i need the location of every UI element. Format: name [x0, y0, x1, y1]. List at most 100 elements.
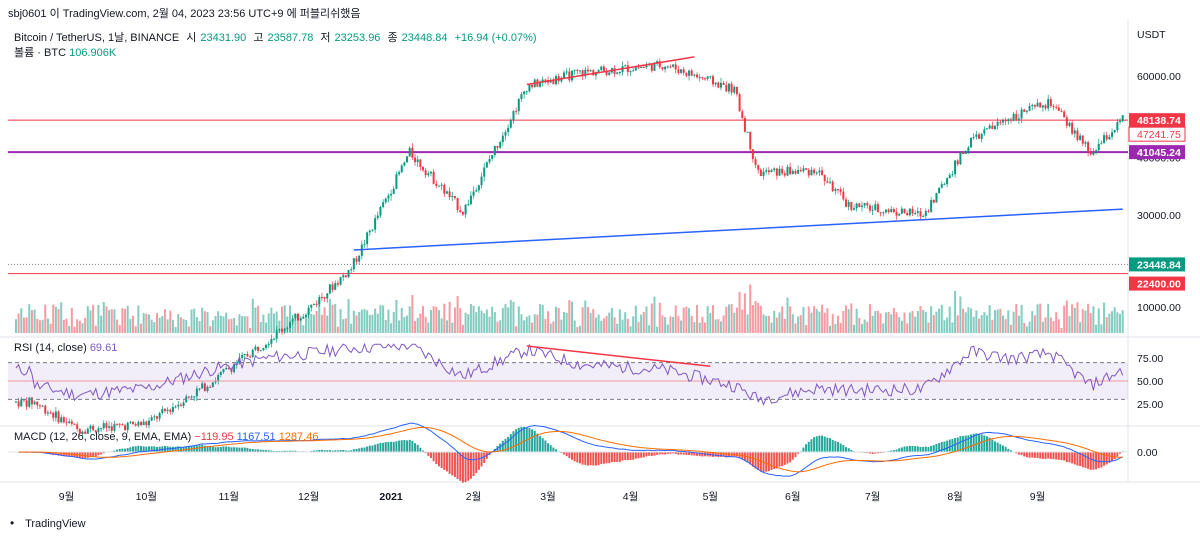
volume-bar [44, 304, 47, 333]
candle-body [815, 172, 818, 174]
macd-histogram-bar [137, 445, 140, 452]
macd-histogram-bar [336, 450, 339, 452]
footer-brand[interactable]: TradingView [25, 518, 86, 530]
candle-body [73, 423, 76, 425]
macd-histogram-bar [829, 438, 832, 452]
tradingview-logo-icon: • [10, 516, 15, 530]
volume-bar [536, 314, 539, 333]
candle-body [187, 396, 190, 398]
volume-bar [235, 325, 238, 333]
macd-histogram-bar [946, 440, 949, 452]
candle-body [472, 191, 475, 196]
macd-histogram-bar [124, 448, 127, 452]
candle-body [414, 157, 417, 163]
volume-label[interactable]: 볼륨 · BTC [14, 47, 67, 59]
candle-body [666, 66, 669, 68]
candle-body [147, 420, 150, 426]
volume-bar [813, 306, 816, 333]
volume-bar [632, 316, 635, 333]
macd-histogram-bar [693, 452, 696, 456]
volume-bar [539, 304, 542, 333]
volume-bar [78, 320, 81, 333]
macd-histogram-bar [121, 448, 124, 452]
volume-bar [440, 318, 443, 333]
macd-histogram-bar [908, 445, 911, 452]
volume-bar [581, 307, 584, 333]
candle-body [640, 67, 643, 69]
volume-bar [302, 325, 305, 333]
macd-histogram-bar [475, 452, 478, 474]
macd-histogram-bar [802, 447, 805, 452]
macd-histogram-bar [1020, 452, 1023, 456]
volume-bar [586, 306, 589, 333]
macd-histogram-bar [129, 447, 132, 452]
volume-bar [570, 301, 573, 333]
macd-histogram-bar [249, 448, 252, 452]
volume-bar [174, 327, 177, 333]
volume-bar [94, 325, 97, 333]
volume-bar [962, 308, 965, 333]
volume-bar [336, 326, 339, 333]
candle-body [704, 78, 707, 80]
close-label: 종 [387, 32, 398, 44]
candle-body [1073, 130, 1076, 134]
volume-bar [1055, 312, 1058, 333]
candle-body [946, 178, 949, 185]
macd-histogram-bar [661, 452, 664, 455]
macd-histogram-bar [294, 450, 297, 452]
volume-bar [366, 310, 369, 333]
volume-bar [1047, 303, 1050, 333]
volume-bar [775, 317, 778, 333]
price-tag [1128, 126, 1186, 142]
volume-bar [414, 321, 417, 333]
rsi-label[interactable]: RSI (14, close) [14, 342, 87, 354]
macd-label[interactable]: MACD (12, 26, close, 9, EMA, EMA) [14, 431, 192, 443]
volume-bar [964, 312, 967, 333]
volume-bar [943, 320, 946, 333]
symbol-name[interactable]: Bitcoin / TetherUS, 1날, BINANCE [14, 32, 180, 44]
candle-body [664, 66, 667, 70]
high-label: 고 [253, 32, 264, 44]
macd-histogram-bar [765, 452, 768, 472]
candle-body [629, 71, 632, 73]
candle-body [281, 329, 284, 332]
macd-histogram-bar [145, 446, 148, 452]
macd-histogram-bar [408, 439, 411, 452]
macd-histogram-bar [440, 452, 443, 469]
volume-bar [767, 315, 770, 333]
rsi-value: 69.61 [89, 342, 118, 354]
candle-body [46, 412, 49, 414]
macd-histogram-bar [874, 452, 877, 454]
macd-histogram-bar [568, 452, 571, 459]
candle-body [315, 303, 318, 305]
volume-bar [22, 317, 25, 333]
candle-body [789, 166, 792, 175]
candle-body [993, 125, 996, 129]
macd-histogram-bar [767, 452, 770, 472]
candle-body [89, 425, 92, 429]
volume-bar [121, 308, 124, 333]
volume-bar [398, 320, 401, 333]
candle-body [493, 145, 496, 156]
volume-bar [640, 314, 643, 333]
volume-bar [225, 312, 228, 333]
macd-line [18, 422, 1123, 477]
volume-bar [970, 308, 973, 333]
candle-body [1084, 142, 1087, 144]
time-tick-label: 2월 [466, 491, 482, 503]
candle-body [515, 111, 518, 113]
macd-histogram-bar [203, 445, 206, 452]
time-tick-label: 8월 [947, 491, 963, 503]
macd-histogram-bar [472, 452, 475, 476]
volume-bar [65, 318, 68, 333]
macd-histogram-bar [384, 442, 387, 452]
volume-bar [709, 313, 712, 333]
volume-bar [773, 310, 776, 333]
macd-histogram-bar [831, 440, 834, 452]
macd-histogram-bar [711, 452, 714, 457]
volume-bar [541, 305, 544, 333]
candle-body [334, 283, 337, 290]
volume-bar [701, 316, 704, 333]
macd-histogram-bar [1028, 452, 1031, 458]
